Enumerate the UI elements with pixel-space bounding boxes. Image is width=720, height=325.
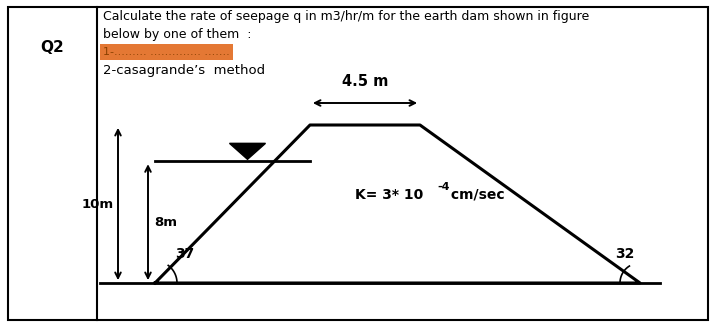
FancyBboxPatch shape [8, 7, 708, 320]
Text: -4: -4 [437, 182, 449, 192]
Text: 10m: 10m [82, 198, 114, 211]
Text: 2-casagrande’s  method: 2-casagrande’s method [103, 64, 265, 77]
Text: Calculate the rate of seepage q in m3/hr/m for the earth dam shown in figure: Calculate the rate of seepage q in m3/hr… [103, 10, 589, 23]
Text: 1-......... .............. .......: 1-......... .............. ....... [103, 47, 230, 57]
Text: 4.5 m: 4.5 m [342, 74, 388, 89]
Text: 8m: 8m [154, 216, 177, 229]
Text: below by one of them  :: below by one of them : [103, 28, 251, 41]
Text: cm/sec: cm/sec [446, 188, 505, 202]
Text: Q2: Q2 [40, 40, 64, 55]
Text: 32: 32 [615, 247, 634, 261]
Text: 37: 37 [175, 247, 194, 261]
Polygon shape [230, 143, 266, 159]
Text: K= 3* 10: K= 3* 10 [355, 188, 423, 202]
